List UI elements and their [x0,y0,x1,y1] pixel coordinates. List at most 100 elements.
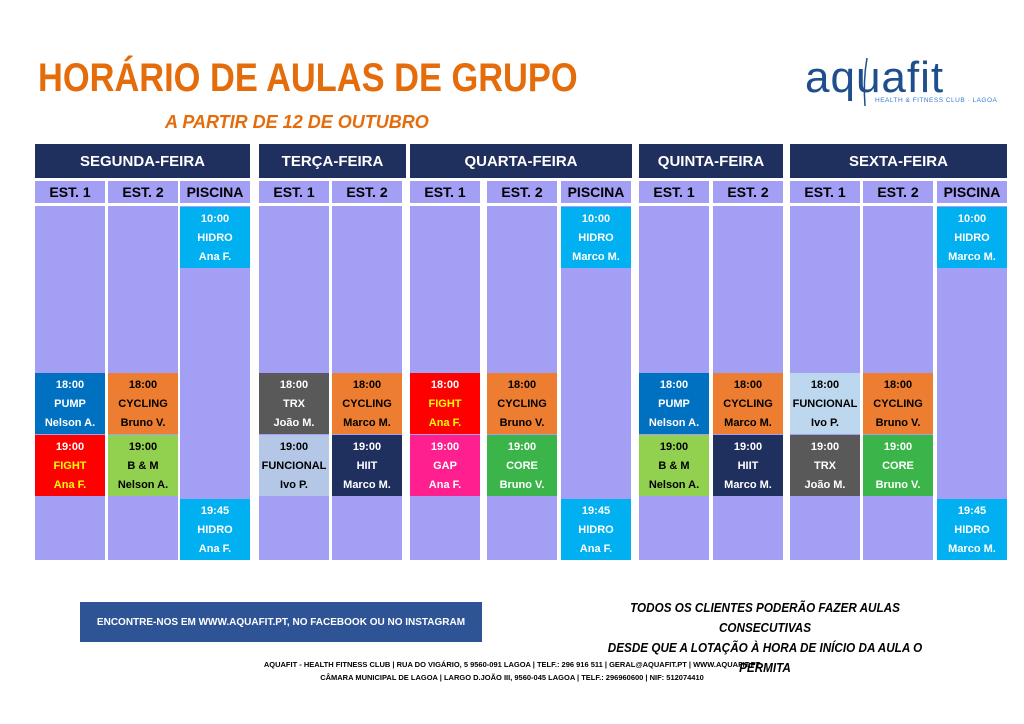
class-instructor: Ana F. [198,542,232,555]
class-name: TRX [283,397,305,410]
class-instructor: Nelson A. [648,416,700,429]
class-time: 18:00 [128,378,158,391]
class-cell[interactable]: 18:00 FUNCIONAL Ivo P. [790,373,860,434]
day-header-4: SEXTA-FEIRA [790,144,1007,178]
page-subtitle: A PARTIR DE 12 DE OUTUBRO [165,112,429,132]
logo-swoosh-icon [863,57,868,107]
day-header-1: TERÇA-FEIRA [259,144,406,178]
class-cell[interactable]: 18:00 CYCLING Bruno V. [863,373,933,434]
day-header-0: SEGUNDA-FEIRA [35,144,250,178]
class-instructor: Ana F. [198,250,232,263]
class-time: 19:00 [507,440,537,453]
class-name: HIDRO [954,523,990,536]
class-time: 10:00 [581,212,611,225]
studio-header: PISCINA [180,181,250,203]
class-time: 18:00 [810,378,840,391]
class-cell[interactable]: 19:45 HIDRO Marco M. [937,499,1007,560]
day-header-2: QUARTA-FEIRA [410,144,632,178]
class-cell[interactable]: 18:00 PUMP Nelson A. [639,373,709,434]
studio-header: EST. 1 [410,181,480,203]
class-name: FUNCIONAL [261,459,327,472]
class-time: 19:45 [581,504,611,517]
class-name: HIDRO [197,231,233,244]
class-name: HIDRO [578,231,614,244]
class-instructor: Marco M. [343,416,391,429]
class-instructor: Bruno V. [120,416,166,429]
notice-line-1: TODOS OS CLIENTES PODERÃO FAZER AULAS CO… [630,600,900,635]
class-cell[interactable]: 18:00 TRX João M. [259,373,329,434]
class-cell[interactable]: 18:00 CYCLING Marco M. [713,373,783,434]
class-cell[interactable]: 18:00 CYCLING Bruno V. [108,373,178,434]
class-name: HIIT [737,459,759,472]
class-cell[interactable]: 19:00 CORE Bruno V. [863,435,933,496]
class-cell[interactable]: 18:00 CYCLING Bruno V. [487,373,557,434]
studio-header: EST. 2 [487,181,557,203]
class-name: HIDRO [954,231,990,244]
class-cell[interactable]: 18:00 PUMP Nelson A. [35,373,105,434]
class-name: FIGHT [428,397,462,410]
class-instructor: João M. [804,478,846,491]
class-time: 19:00 [279,440,309,453]
class-cell[interactable]: 19:00 FUNCIONAL Ivo P. [259,435,329,496]
class-cell[interactable]: 19:00 HIIT Marco M. [713,435,783,496]
class-time: 18:00 [430,378,460,391]
class-time: 19:00 [733,440,763,453]
class-time: 10:00 [957,212,987,225]
class-name: CYCLING [497,397,547,410]
class-cell[interactable]: 19:00 HIIT Marco M. [332,435,402,496]
class-name: CYCLING [342,397,392,410]
class-cell[interactable]: 19:45 HIDRO Ana F. [561,499,631,560]
class-time: 19:00 [659,440,689,453]
class-name: CYCLING [873,397,923,410]
class-time: 19:00 [128,440,158,453]
class-cell[interactable]: 19:00 TRX João M. [790,435,860,496]
class-instructor: Marco M. [343,478,391,491]
class-time: 19:00 [430,440,460,453]
class-time: 18:00 [55,378,85,391]
class-cell[interactable]: 19:00 GAP Ana F. [410,435,480,496]
aquafit-logo: aquafit HEALTH & FITNESS CLUB · LAGOA [805,56,997,108]
studio-header: EST. 1 [35,181,105,203]
class-instructor: Bruno V. [499,478,545,491]
class-cell[interactable]: 10:00 HIDRO Marco M. [937,207,1007,268]
class-instructor: Ana F. [53,478,87,491]
class-cell[interactable]: 10:00 HIDRO Ana F. [180,207,250,268]
notice-line-2: DESDE QUE A LOTAÇÃO À HORA DE INÍCIO DA … [607,640,923,675]
class-cell[interactable]: 19:00 B & M Nelson A. [639,435,709,496]
class-time: 18:00 [733,378,763,391]
studio-header: EST. 1 [639,181,709,203]
class-time: 18:00 [507,378,537,391]
class-instructor: Bruno V. [499,416,545,429]
studio-header: EST. 1 [259,181,329,203]
class-instructor: Ana F. [428,416,462,429]
class-cell[interactable]: 18:00 CYCLING Marco M. [332,373,402,434]
class-cell[interactable]: 19:00 CORE Bruno V. [487,435,557,496]
class-name: B & M [127,459,159,472]
studio-header: EST. 2 [713,181,783,203]
class-instructor: Nelson A. [44,416,96,429]
social-banner[interactable]: ENCONTRE-NOS EM WWW.AQUAFIT.PT, NO FACEB… [80,602,482,642]
class-cell[interactable]: 18:00 FIGHT Ana F. [410,373,480,434]
class-time: 18:00 [883,378,913,391]
class-time: 18:00 [352,378,382,391]
class-name: FIGHT [53,459,87,472]
class-cell[interactable]: 19:45 HIDRO Ana F. [180,499,250,560]
class-cell[interactable]: 19:00 B & M Nelson A. [108,435,178,496]
class-time: 19:00 [810,440,840,453]
class-instructor: Ivo P. [280,478,308,491]
class-name: CORE [506,459,538,472]
class-time: 19:00 [55,440,85,453]
logo-tagline: HEALTH & FITNESS CLUB · LAGOA [875,97,998,104]
class-instructor: Ivo P. [811,416,839,429]
class-cell[interactable]: 19:00 FIGHT Ana F. [35,435,105,496]
class-cell[interactable]: 10:00 HIDRO Marco M. [561,207,631,268]
day-header-3: QUINTA-FEIRA [639,144,783,178]
studio-header: EST. 2 [108,181,178,203]
class-instructor: Marco M. [724,416,772,429]
class-instructor: Nelson A. [117,478,169,491]
class-instructor: Bruno V. [875,416,921,429]
class-time: 18:00 [659,378,689,391]
class-time: 10:00 [200,212,230,225]
studio-header: PISCINA [561,181,631,203]
class-time: 19:00 [883,440,913,453]
